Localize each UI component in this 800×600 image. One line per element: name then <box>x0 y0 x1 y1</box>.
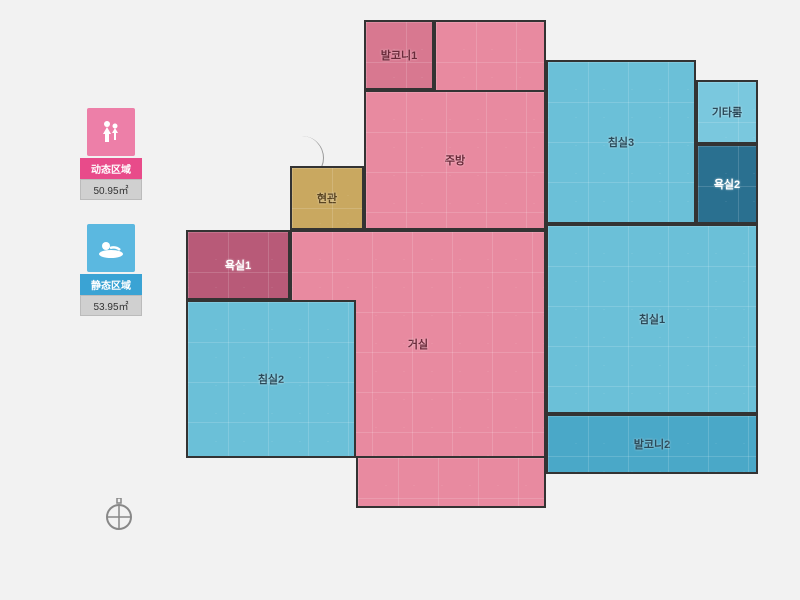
room-label-bedroom3: 침실3 <box>608 134 634 150</box>
room-bedroom2: 침실2 <box>186 300 356 458</box>
legend-static: 静态区域 53.95㎡ <box>80 224 142 316</box>
floorplan: 발코니1 주방거실 침실3 기타룸욕실2 침실1 발코니2 침실2 욕실1 현관 <box>186 20 762 560</box>
room-balcony2: 발코니2 <box>546 414 758 474</box>
room-label-balcony2: 발코니2 <box>634 436 670 452</box>
room-etc: 기타룸 <box>696 80 758 144</box>
room-label-etc: 기타룸 <box>712 104 742 120</box>
room-label-bedroom2: 침실2 <box>258 371 284 387</box>
room-label-entrance: 현관 <box>317 190 337 206</box>
room-bedroom3: 침실3 <box>546 60 696 224</box>
room-label-bath2: 욕실2 <box>714 176 740 192</box>
room-bath1: 욕실1 <box>186 230 290 300</box>
compass-icon <box>104 498 134 537</box>
room-entrance: 현관 <box>290 166 364 230</box>
legend-static-label: 静态区域 <box>80 274 142 295</box>
room-kitchen: 주방 <box>364 90 546 230</box>
legend-panel: 动态区域 50.95㎡ 静态区域 53.95㎡ <box>80 108 142 340</box>
legend-static-icon <box>87 224 135 272</box>
room-label-balcony1: 발코니1 <box>381 47 417 63</box>
legend-dynamic-label: 动态区域 <box>80 158 142 179</box>
legend-dynamic: 动态区域 50.95㎡ <box>80 108 142 200</box>
room-label-kitchen: 주방 <box>445 152 465 168</box>
legend-dynamic-icon <box>87 108 135 156</box>
room-label-bedroom1: 침실1 <box>639 311 665 327</box>
room-kitchen-ext <box>434 20 546 90</box>
room-living-ext <box>356 458 546 508</box>
room-bath2: 욕실2 <box>696 144 758 224</box>
room-label-living: 거실 <box>408 336 428 352</box>
legend-dynamic-value: 50.95㎡ <box>80 179 142 200</box>
legend-static-value: 53.95㎡ <box>80 295 142 316</box>
room-label-bath1: 욕실1 <box>225 257 251 273</box>
room-balcony1: 발코니1 <box>364 20 434 90</box>
room-bedroom1: 침실1 <box>546 224 758 414</box>
